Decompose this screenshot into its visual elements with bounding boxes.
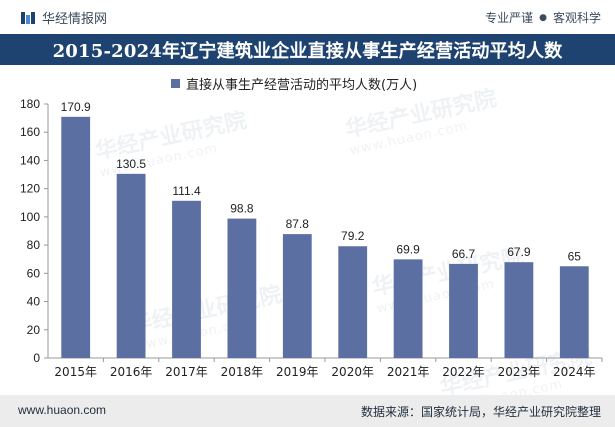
footer-url[interactable]: www.huaon.com (18, 403, 107, 417)
y-tick-label: 60 (27, 266, 41, 280)
x-tick-label: 2021年 (387, 365, 430, 379)
x-tick-label: 2016年 (110, 365, 153, 379)
y-tick-label: 140 (20, 153, 40, 167)
y-tick-label: 80 (27, 238, 41, 252)
tagline-right: 客观科学 (552, 11, 601, 25)
data-label: 98.8 (230, 202, 254, 216)
x-tick-label: 2015年 (54, 365, 97, 379)
top-bar: 华经情报网 专业严谨 ● 客观科学 (0, 0, 615, 34)
y-tick-label: 40 (27, 295, 41, 309)
data-label: 170.9 (61, 100, 91, 114)
bar (449, 263, 478, 358)
y-tick-label: 0 (33, 351, 40, 365)
bar (116, 173, 146, 358)
bar (559, 266, 589, 358)
chart-legend: 直接从事生产经营活动的平均人数(万人) (171, 74, 417, 93)
bullet-icon: ● (539, 12, 547, 23)
data-label: 67.9 (507, 245, 531, 259)
bar (61, 116, 91, 358)
x-tick-label: 2017年 (165, 365, 208, 379)
bar (227, 218, 257, 358)
bar-chart: 0 20 40 60 80 100 120 140 160 180 170.9 2015年 130.5 2… (20, 97, 603, 379)
data-label: 79.2 (341, 229, 365, 243)
x-tick-label: 2019年 (276, 365, 319, 379)
data-label: 111.4 (172, 184, 201, 198)
data-label: 130.5 (116, 157, 146, 171)
data-label: 69.9 (396, 242, 420, 256)
brand-name: 华经情报网 (42, 12, 108, 27)
y-tick-label: 20 (27, 323, 41, 337)
x-tick-label: 2020年 (331, 365, 374, 379)
legend-label: 直接从事生产经营活动的平均人数(万人) (186, 78, 418, 93)
footer: www.huaon.com 数据来源：国家统计局，华经产业研究院整理 (0, 395, 615, 427)
x-tick-label: 2022年 (442, 365, 485, 379)
x-tick-label: 2023年 (498, 365, 541, 379)
tagline: 专业严谨 ● 客观科学 (485, 9, 601, 26)
y-tick-label: 100 (20, 210, 40, 224)
data-source: 数据来源：国家统计局，华经产业研究院整理 (360, 405, 601, 419)
data-label: 87.8 (286, 217, 310, 231)
y-tick-label: 120 (20, 182, 40, 196)
huajing-logo-icon (21, 11, 35, 24)
y-tick-label: 160 (20, 125, 40, 139)
chart-title: 2015-2024年辽宁建筑业企业直接从事生产经营活动平均人数 (0, 34, 615, 65)
legend-swatch (171, 79, 180, 88)
x-tick-label: 2024年 (553, 365, 596, 379)
brand[interactable]: 华经情报网 (20, 8, 107, 27)
bar (393, 259, 423, 358)
data-label: 66.7 (452, 247, 476, 261)
y-tick-label: 180 (20, 97, 40, 111)
bar (282, 234, 312, 358)
bar (172, 200, 201, 358)
bar (504, 262, 534, 358)
x-tick-label: 2018年 (221, 365, 264, 379)
tagline-left: 专业严谨 (485, 11, 534, 25)
bar (338, 246, 368, 358)
data-label: 65 (568, 249, 582, 263)
